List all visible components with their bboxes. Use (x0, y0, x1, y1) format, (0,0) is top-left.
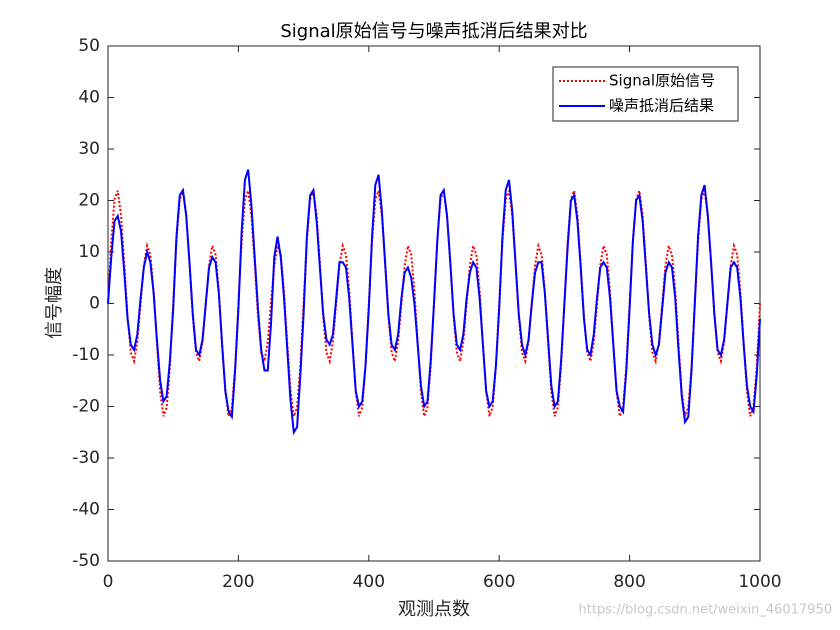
legend-label: Signal原始信号 (609, 72, 715, 90)
y-tick-label: -40 (72, 500, 100, 520)
x-axis-label: 观测点数 (398, 599, 470, 620)
y-tick-label: -20 (72, 397, 100, 417)
series-line (107, 169, 761, 436)
y-tick-label: -30 (72, 448, 100, 468)
y-tick-label: 0 (89, 294, 100, 314)
x-tick-label: 0 (103, 572, 114, 592)
y-tick-label: 50 (78, 36, 100, 56)
y-tick-label: 40 (78, 88, 100, 108)
y-tick-label: -10 (72, 345, 100, 365)
legend-box (552, 66, 739, 122)
x-tick-label: 400 (353, 572, 385, 592)
y-tick-label: 30 (78, 139, 100, 159)
x-tick-label: 200 (222, 572, 254, 592)
x-tick-label: 1000 (738, 572, 781, 592)
x-tick-label: 800 (613, 572, 645, 592)
y-axis-label: 信号幅度 (44, 267, 65, 339)
legend-label: 噪声抵消后结果 (609, 97, 714, 115)
x-tick-label: 600 (483, 572, 515, 592)
chart-title: Signal原始信号与噪声抵消后结果对比 (280, 21, 587, 42)
y-tick-label: -50 (72, 551, 100, 571)
watermark: https://blog.csdn.net/weixin_46017950 (578, 603, 832, 618)
y-tick-label: 20 (78, 191, 100, 211)
y-tick-label: 10 (78, 242, 100, 262)
